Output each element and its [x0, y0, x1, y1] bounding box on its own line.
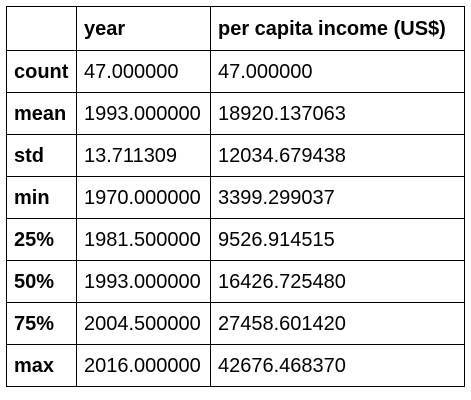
describe-stats-table: year per capita income (US$) count 47.00…: [6, 6, 465, 387]
row-label-75-percent: 75%: [6, 302, 77, 345]
table-row: 25% 1981.500000 9526.914515: [6, 218, 465, 261]
cell-mean-year: 1993.000000: [76, 92, 211, 135]
cell-75-percent-income: 27458.601420: [210, 302, 465, 345]
row-label-mean: mean: [6, 92, 77, 135]
table-header: year per capita income (US$): [6, 6, 465, 51]
cell-max-income: 42676.468370: [210, 344, 465, 387]
cell-count-income: 47.000000: [210, 50, 465, 93]
table-row: 75% 2004.500000 27458.601420: [6, 302, 465, 345]
cell-25-percent-year: 1981.500000: [76, 218, 211, 261]
table-body: count 47.000000 47.000000 mean 1993.0000…: [6, 50, 465, 387]
row-label-50-percent: 50%: [6, 260, 77, 303]
table-row: mean 1993.000000 18920.137063: [6, 92, 465, 135]
table-row: 50% 1993.000000 16426.725480: [6, 260, 465, 303]
cell-25-percent-income: 9526.914515: [210, 218, 465, 261]
column-header-per-capita-income: per capita income (US$): [210, 6, 465, 51]
cell-50-percent-income: 16426.725480: [210, 260, 465, 303]
cell-min-income: 3399.299037: [210, 176, 465, 219]
table-row: max 2016.000000 42676.468370: [6, 344, 465, 387]
cell-50-percent-year: 1993.000000: [76, 260, 211, 303]
table-row: min 1970.000000 3399.299037: [6, 176, 465, 219]
index-header-cell: [6, 6, 77, 51]
row-label-min: min: [6, 176, 77, 219]
cell-mean-income: 18920.137063: [210, 92, 465, 135]
row-label-25-percent: 25%: [6, 218, 77, 261]
cell-std-income: 12034.679438: [210, 134, 465, 177]
row-label-count: count: [6, 50, 77, 93]
header-row: year per capita income (US$): [6, 6, 465, 51]
table-row: count 47.000000 47.000000: [6, 50, 465, 93]
cell-std-year: 13.711309: [76, 134, 211, 177]
row-label-max: max: [6, 344, 77, 387]
cell-max-year: 2016.000000: [76, 344, 211, 387]
cell-75-percent-year: 2004.500000: [76, 302, 211, 345]
column-header-year: year: [76, 6, 211, 51]
cell-min-year: 1970.000000: [76, 176, 211, 219]
row-label-std: std: [6, 134, 77, 177]
cell-count-year: 47.000000: [76, 50, 211, 93]
table-row: std 13.711309 12034.679438: [6, 134, 465, 177]
